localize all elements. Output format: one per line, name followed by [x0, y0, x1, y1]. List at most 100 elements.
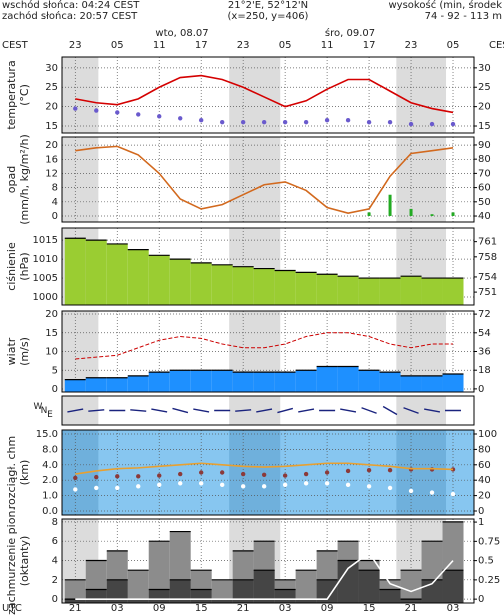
wind-arrow: [235, 409, 252, 412]
dot: [136, 112, 141, 117]
night-band: [62, 430, 99, 515]
x-tick-label: 05: [111, 40, 124, 51]
dot: [94, 108, 99, 113]
y2-tick-label: 754: [478, 272, 497, 283]
area-step: [253, 372, 275, 392]
y-tick-label: 8: [52, 517, 58, 528]
dot: [303, 481, 309, 486]
area-step: [295, 370, 317, 392]
top-zone: CEST: [2, 40, 29, 51]
y-tick-label: 8.0: [42, 444, 58, 455]
dot: [178, 481, 183, 486]
y-tick-label: 4: [52, 556, 58, 567]
area-step: [127, 249, 149, 305]
area-step: [85, 240, 107, 305]
dot: [157, 482, 162, 488]
area-step: [232, 266, 254, 305]
x-tick-label: 21: [405, 603, 418, 614]
y-tick-label: 30: [45, 63, 58, 74]
dot: [94, 485, 99, 491]
area-step: [127, 599, 149, 603]
wind-arrow: [151, 408, 168, 413]
area-step: [106, 579, 128, 603]
dot: [345, 118, 351, 123]
area-step: [148, 589, 170, 603]
wind-arrow: [130, 409, 147, 412]
dot: [115, 110, 120, 115]
x-tick-label: 23: [237, 40, 250, 51]
wind-arrow: [88, 409, 105, 412]
area-step: [379, 372, 401, 392]
area-step: [148, 541, 170, 603]
dot: [387, 485, 393, 491]
dot: [324, 470, 330, 475]
date: wto, 08.07: [155, 28, 208, 39]
area-step: [127, 570, 149, 603]
y-tick-label: 25: [45, 82, 58, 93]
area-step: [106, 243, 128, 305]
dot: [240, 484, 246, 489]
y-tick-label: 20: [45, 140, 58, 151]
y2-tick-label: 80: [478, 444, 491, 455]
night-band: [396, 430, 447, 515]
dot: [345, 482, 351, 488]
area-step: [400, 599, 422, 603]
area-step: [379, 589, 401, 603]
wind-arrow: [382, 405, 398, 416]
dot: [73, 475, 78, 481]
area-step: [316, 274, 338, 305]
dot: [157, 114, 162, 119]
y2-tick-label: 18: [478, 365, 491, 376]
y-label: rozciągł. chm: [5, 436, 18, 509]
y2-tick-label: 50: [478, 197, 491, 208]
wind-arrow: [361, 407, 377, 414]
y2-tick-label: 40: [478, 211, 491, 222]
area-step: [274, 270, 296, 305]
area-step: [169, 259, 191, 305]
area-step: [337, 276, 359, 305]
y-label: (km): [18, 460, 31, 486]
dot: [198, 118, 204, 123]
area-step: [400, 375, 422, 392]
dot: [282, 119, 288, 125]
y-label: wiatr: [5, 337, 18, 365]
area-step: [190, 370, 212, 392]
area-step: [274, 589, 296, 603]
area-step: [64, 579, 86, 603]
panel-frame: [61, 429, 475, 516]
wind-arrow: [340, 408, 357, 413]
area-step: [64, 379, 86, 392]
y2-tick-label: 15: [478, 121, 491, 132]
y2-tick-label: 0.25: [478, 575, 500, 586]
wind-arrow: [298, 408, 315, 413]
wind-arrow: [67, 408, 84, 413]
y2-tick-label: 0.75: [478, 536, 500, 547]
bar: [451, 212, 455, 216]
area-step: [169, 579, 191, 603]
bar: [409, 208, 413, 216]
panel-frame: [61, 56, 475, 134]
y-tick-label: 1005: [33, 273, 58, 284]
area-step: [232, 579, 254, 603]
sunset: zachód słońca: 20:57 CEST: [2, 10, 138, 22]
grid-point: (x=250, y=406): [228, 11, 309, 22]
y-label: (oktanty): [18, 536, 31, 587]
dot: [408, 121, 414, 127]
dot: [136, 484, 141, 489]
y2-tick-label: 36: [478, 347, 491, 358]
y-tick-label: 1010: [33, 254, 58, 265]
area-step: [316, 579, 338, 603]
y2-tick-label: 1: [478, 517, 484, 528]
area-step: [295, 599, 317, 603]
night-band: [229, 430, 281, 515]
y2-tick-label: 30: [478, 63, 491, 74]
y2-tick-label: 100: [478, 429, 497, 440]
x-tick-label: 17: [195, 40, 208, 51]
area-step: [106, 377, 128, 392]
dot: [324, 481, 330, 486]
dot: [198, 481, 204, 486]
dot: [303, 471, 309, 477]
dot: [366, 484, 372, 489]
sunrise: wschód słońca: 04:24 CEST: [2, 0, 140, 11]
dot: [261, 119, 267, 125]
